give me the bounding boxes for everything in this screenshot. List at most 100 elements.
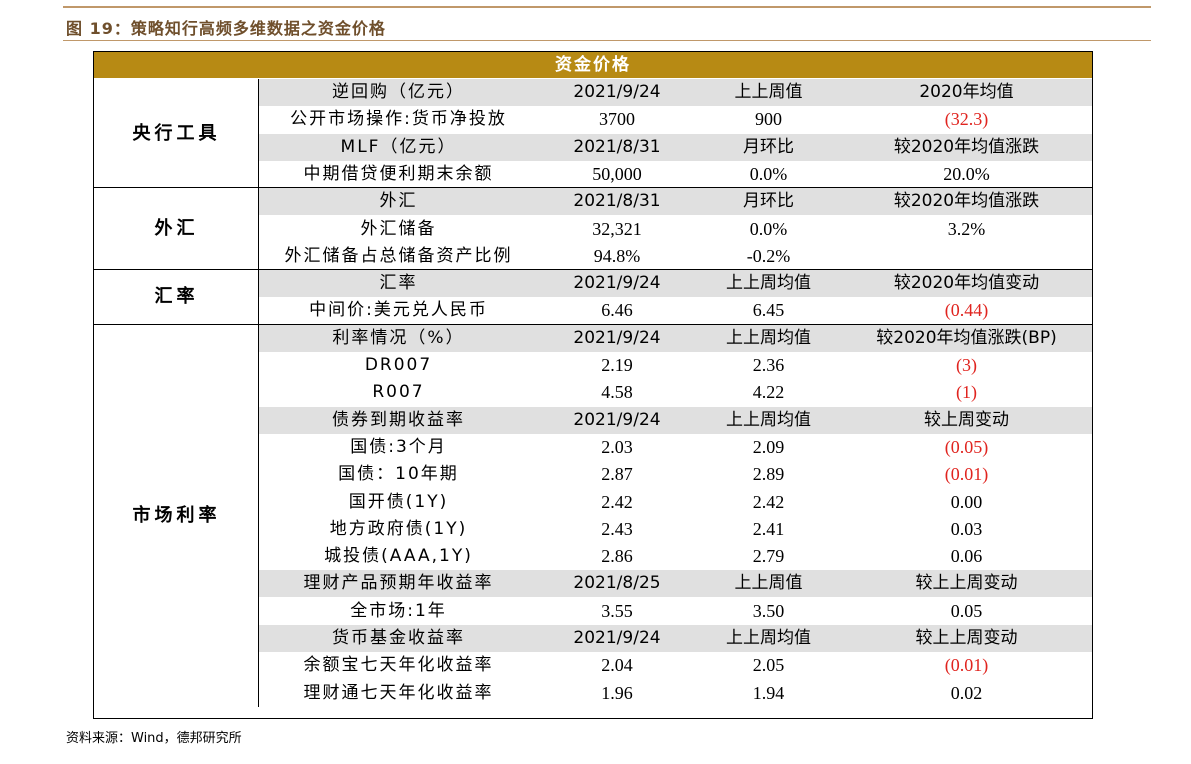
change-cell: 0.06 (950, 546, 983, 567)
metric-cell: 国债:3个月 (350, 436, 447, 457)
metric-cell: 利率情况（%） (332, 327, 465, 348)
metric-cell: 地方政府债(1Y) (329, 518, 468, 539)
change-cell: 较2020年均值变动 (893, 273, 1040, 294)
prior-value-cell: 上上周均值 (726, 273, 811, 294)
date-or-value-cell: 1.96 (601, 682, 633, 703)
date-or-value-cell: 2021/9/24 (573, 628, 661, 648)
table-subheader-row: MLF（亿元） 2021/8/31 月环比 较2020年均值涨跌 (259, 133, 1092, 161)
change-cell: 20.0% (943, 163, 990, 184)
section-divider-vertical (258, 188, 259, 271)
metric-cell: DR007 (364, 355, 433, 375)
date-or-value-cell: 2021/9/24 (573, 273, 661, 294)
section-label: 汇率 (154, 286, 199, 308)
change-cell: (0.01) (944, 464, 989, 485)
metric-cell: 外汇储备 (360, 218, 437, 239)
table-subheader-row: 理财产品预期年收益率 2021/8/25 上上周值 较上上周变动 (259, 570, 1092, 598)
title-rule (63, 40, 1151, 41)
prior-value-cell: -0.2% (746, 245, 791, 266)
prior-value-cell: 2.36 (752, 355, 785, 375)
section-divider (94, 323, 1092, 325)
section-divider (94, 269, 1092, 271)
date-or-value-cell: 4.58 (601, 382, 633, 403)
metric-cell: 外汇 (379, 191, 418, 212)
prior-value-cell: 上上周均值 (726, 327, 811, 348)
table-row: R007 4.58 4.22 (1) (259, 379, 1092, 406)
section-label: 市场利率 (132, 504, 221, 526)
change-cell: 较上周变动 (924, 409, 1009, 430)
table-row: 余额宝七天年化收益率 2.04 2.05 (0.01) (259, 652, 1092, 679)
date-or-value-cell: 2021/9/24 (573, 82, 661, 102)
date-or-value-cell: 6.46 (601, 300, 633, 321)
section-label: 外汇 (154, 218, 199, 240)
section-divider-vertical (258, 79, 259, 189)
table-row: 公开市场操作:货币净投放 3700 900 (32.3) (259, 106, 1092, 133)
figure-title: 图 19：策略知行高频多维数据之资金价格 (66, 19, 386, 38)
metric-cell: 理财通七天年化收益率 (303, 682, 494, 703)
date-or-value-cell: 3700 (599, 109, 635, 130)
metric-cell: 逆回购（亿元） (332, 82, 465, 102)
table-row: 国债：10年期 2.87 2.89 (0.01) (259, 461, 1092, 488)
metric-cell: 外汇储备占总储备资产比例 (284, 245, 513, 266)
table-subheader-row: 利率情况（%） 2021/9/24 上上周均值 较2020年均值涨跌(BP) (259, 324, 1092, 352)
date-or-value-cell: 2.03 (601, 436, 633, 457)
prior-value-cell: 6.45 (752, 300, 785, 321)
prior-value-cell: 2.89 (752, 464, 785, 485)
metric-cell: 国开债(1Y) (348, 491, 449, 512)
prior-value-cell: 上上周值 (734, 82, 803, 102)
prior-value-cell: 3.50 (752, 600, 785, 621)
change-cell: 3.2% (947, 218, 986, 239)
change-cell: (0.44) (944, 300, 989, 321)
table-frame (93, 51, 1093, 719)
table-header: 资金价格 (94, 52, 1092, 78)
metric-cell: 公开市场操作:货币净投放 (290, 109, 507, 130)
table-row: 国开债(1Y) 2.42 2.42 0.00 (259, 489, 1092, 516)
date-or-value-cell: 2.19 (601, 355, 633, 375)
section-divider-vertical (258, 270, 259, 325)
metric-cell: 债券到期收益率 (332, 409, 465, 430)
metric-cell: 中期借贷便利期末余额 (303, 163, 494, 184)
metric-cell: 国债：10年期 (338, 464, 459, 485)
section-label: 央行工具 (132, 123, 221, 144)
prior-value-cell: 4.22 (752, 382, 785, 403)
table-row: 外汇储备 32,321 0.0% 3.2% (259, 216, 1092, 243)
date-or-value-cell: 32,321 (592, 218, 642, 239)
date-or-value-cell: 2.87 (601, 464, 633, 485)
metric-cell: 汇率 (379, 273, 418, 294)
date-or-value-cell: 50,000 (592, 163, 642, 184)
date-or-value-cell: 2021/8/31 (573, 191, 661, 212)
date-or-value-cell: 2021/9/24 (573, 409, 661, 430)
prior-value-cell: 0.0% (749, 163, 788, 184)
prior-value-cell: 2.42 (752, 491, 785, 512)
date-or-value-cell: 2.42 (601, 491, 633, 512)
change-cell (841, 243, 1092, 270)
change-cell: 0.05 (950, 600, 983, 621)
change-cell: 较2020年均值涨跌 (893, 136, 1040, 157)
prior-value-cell: 月环比 (743, 136, 794, 157)
metric-cell: MLF（亿元） (340, 136, 457, 157)
change-cell: 0.02 (950, 682, 983, 703)
table-row: 中间价:美元兑人民币 6.46 6.45 (0.44) (259, 297, 1092, 324)
prior-value-cell: 900 (755, 109, 782, 130)
top-rule (63, 6, 1151, 8)
date-or-value-cell: 2021/9/24 (573, 327, 661, 348)
prior-value-cell: 2.05 (752, 655, 785, 676)
prior-value-cell: 1.94 (752, 682, 785, 703)
table-row: 地方政府债(1Y) 2.43 2.41 0.03 (259, 516, 1092, 543)
metric-cell: R007 (372, 382, 425, 403)
prior-value-cell: 2.41 (752, 518, 785, 539)
prior-value-cell: 0.0% (749, 218, 788, 239)
table-row: 理财通七天年化收益率 1.96 1.94 0.02 (259, 680, 1092, 707)
table-subheader-row: 债券到期收益率 2021/9/24 上上周均值 较上周变动 (259, 406, 1092, 434)
prior-value-cell: 上上周均值 (726, 409, 811, 430)
date-or-value-cell: 94.8% (593, 245, 641, 266)
table-row: 中期借贷便利期末余额 50,000 0.0% 20.0% (259, 161, 1092, 188)
change-cell: 2020年均值 (919, 82, 1014, 102)
change-cell: (32.3) (944, 109, 989, 130)
change-cell: 较2020年均值涨跌 (893, 191, 1040, 212)
table-row: 国债:3个月 2.03 2.09 (0.05) (259, 434, 1092, 461)
table-subheader-row: 汇率 2021/9/24 上上周均值 较2020年均值变动 (259, 270, 1092, 298)
section-divider-vertical (258, 324, 259, 707)
prior-value-cell: 2.09 (752, 436, 785, 457)
change-cell: 较上上周变动 (915, 628, 1018, 648)
table-subheader-row: 货币基金收益率 2021/9/24 上上周均值 较上上周变动 (259, 625, 1092, 652)
